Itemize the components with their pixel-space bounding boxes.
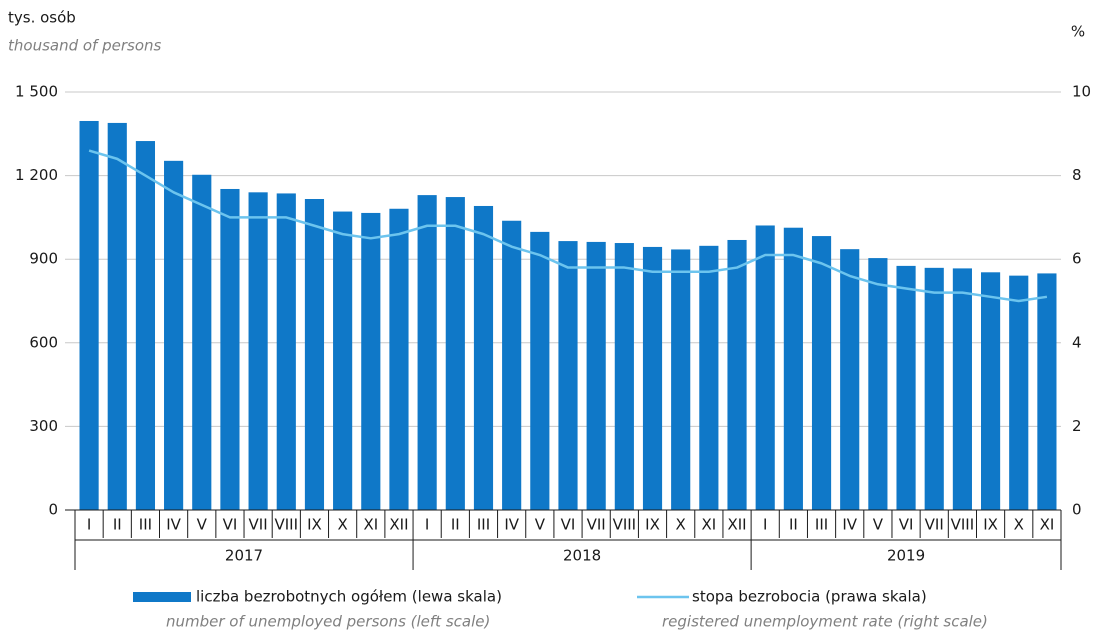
bar — [671, 249, 691, 511]
bar — [586, 241, 606, 510]
x-tick-label: VI — [899, 516, 914, 534]
y-tick-label: 0 — [48, 501, 58, 519]
x-tick-label: XII — [389, 516, 408, 534]
bar — [699, 245, 719, 510]
legend-swatch — [133, 592, 191, 602]
year-label: 2018 — [563, 547, 601, 565]
x-tick-label: VII — [925, 516, 944, 534]
bar — [924, 267, 944, 510]
bar — [980, 272, 1001, 510]
bar — [783, 227, 803, 510]
bar — [304, 199, 325, 510]
legend-label-en: number of unemployed persons (left scale… — [166, 613, 490, 631]
bar — [896, 265, 916, 510]
x-tick-label: X — [337, 516, 347, 534]
legend-label: stopa bezrobocia (prawa skala) — [692, 588, 927, 606]
x-tick-label: III — [815, 516, 828, 534]
x-tick-label: VIII — [951, 516, 975, 534]
bar — [727, 239, 747, 511]
x-tick-label: I — [87, 516, 91, 534]
x-tick-label: I — [425, 516, 429, 534]
bar — [220, 188, 240, 510]
x-tick-label: XII — [727, 516, 746, 534]
bar — [502, 220, 522, 510]
bar — [755, 225, 775, 511]
x-tick-label: III — [477, 516, 490, 534]
y-axis-label: tys. osób — [8, 9, 76, 27]
y2-tick-label: 2 — [1072, 417, 1082, 435]
bar — [868, 258, 888, 510]
x-tick-label: IX — [645, 516, 660, 534]
x-tick-label: II — [113, 516, 122, 534]
x-tick-label: VI — [561, 516, 576, 534]
bar — [811, 236, 832, 510]
bar — [79, 120, 99, 511]
x-tick-label: VIII — [275, 516, 299, 534]
x-tick-label: VII — [587, 516, 606, 534]
x-tick-label: XI — [702, 516, 717, 534]
bar — [614, 243, 634, 510]
line — [88, 149, 1048, 303]
bar — [107, 122, 127, 510]
x-tick-label: IX — [983, 516, 998, 534]
bar — [840, 249, 860, 510]
bar — [276, 193, 296, 510]
bar — [445, 197, 465, 511]
y2-tick-label: 10 — [1072, 83, 1091, 101]
bar — [417, 195, 437, 510]
x-tick-label: XI — [363, 516, 378, 534]
y-tick-label: 1 500 — [15, 83, 58, 101]
bar — [530, 231, 550, 510]
bar — [558, 241, 578, 510]
y-axis-label-en: thousand of persons — [8, 37, 162, 55]
x-tick-label: IV — [504, 516, 519, 534]
bar — [361, 212, 381, 510]
y2-tick-label: 6 — [1072, 250, 1082, 268]
bar — [333, 211, 353, 510]
y-tick-label: 900 — [29, 250, 58, 268]
x-tick-label: III — [139, 516, 152, 534]
y2-tick-label: 4 — [1072, 333, 1082, 351]
bar — [135, 141, 156, 510]
bar — [164, 160, 184, 510]
x-tick-label: II — [789, 516, 798, 534]
y-tick-label: 600 — [29, 333, 58, 351]
legend-label: liczba bezrobotnych ogółem (lewa skala) — [196, 588, 502, 606]
x-tick-label: IV — [842, 516, 857, 534]
x-tick-label: X — [676, 516, 686, 534]
x-tick-label: XI — [1040, 516, 1055, 534]
x-tick-label: IX — [307, 516, 322, 534]
x-tick-label: I — [763, 516, 767, 534]
x-tick-label: X — [1014, 516, 1024, 534]
y-tick-label: 300 — [29, 417, 58, 435]
legend-label-en: registered unemployment rate (right scal… — [662, 613, 988, 631]
x-tick-label: VII — [249, 516, 268, 534]
bar — [952, 268, 972, 510]
bar — [192, 174, 212, 511]
x-tick-label: II — [451, 516, 460, 534]
year-label: 2017 — [225, 547, 263, 565]
x-tick-label: IV — [166, 516, 181, 534]
x-tick-label: V — [197, 516, 208, 534]
x-tick-label: VI — [223, 516, 238, 534]
y-tick-label: 1 200 — [15, 166, 58, 184]
bar — [389, 208, 409, 510]
bar — [248, 192, 268, 510]
x-tick-label: VIII — [613, 516, 637, 534]
y2-axis-label: % — [1071, 23, 1085, 41]
y2-tick-label: 0 — [1072, 501, 1082, 519]
bar — [473, 205, 494, 510]
bar — [642, 246, 663, 510]
x-tick-label: V — [535, 516, 546, 534]
x-tick-label: V — [873, 516, 884, 534]
y2-tick-label: 8 — [1072, 166, 1082, 184]
year-label: 2019 — [887, 547, 925, 565]
bar — [1037, 273, 1057, 510]
bar — [1009, 275, 1029, 510]
